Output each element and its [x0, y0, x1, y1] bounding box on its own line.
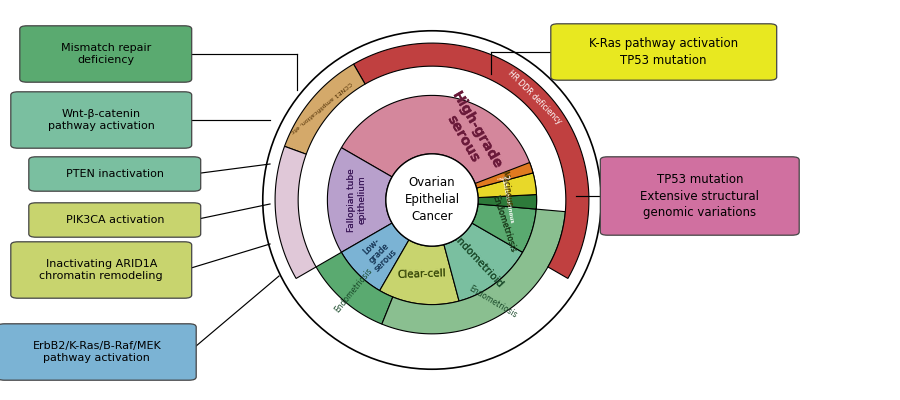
- Polygon shape: [472, 204, 536, 252]
- Polygon shape: [328, 148, 392, 252]
- Polygon shape: [382, 209, 565, 334]
- Text: Seromucinous: Seromucinous: [500, 179, 514, 224]
- FancyBboxPatch shape: [551, 24, 777, 80]
- Text: Ovarian
Epithelial
Cancer: Ovarian Epithelial Cancer: [404, 176, 460, 224]
- Text: Wnt-β-catenin
pathway activation: Wnt-β-catenin pathway activation: [48, 109, 155, 131]
- Text: Mismatch repair
deficiency: Mismatch repair deficiency: [60, 43, 151, 65]
- Text: Endometriosis: Endometriosis: [491, 194, 518, 253]
- Text: Clear-cell: Clear-cell: [397, 269, 446, 280]
- Text: Mucinous: Mucinous: [500, 170, 513, 207]
- Text: TP53 mutation
Extensive structural
genomic variations: TP53 mutation Extensive structural genom…: [640, 173, 760, 219]
- Text: Endometrioid: Endometrioid: [450, 231, 505, 289]
- Text: ErbB2/K-Ras/B-Raf/MEK
pathway activation: ErbB2/K-Ras/B-Raf/MEK pathway activation: [32, 341, 161, 363]
- Polygon shape: [477, 173, 536, 198]
- Polygon shape: [475, 162, 533, 188]
- Text: PTEN inactivation: PTEN inactivation: [66, 169, 164, 179]
- Polygon shape: [354, 43, 589, 278]
- Text: ?: ?: [499, 174, 509, 180]
- Text: Endometriosis: Endometriosis: [491, 194, 518, 253]
- FancyBboxPatch shape: [600, 157, 799, 235]
- Circle shape: [263, 31, 601, 369]
- Text: CCNE1 amplification, etc: CCNE1 amplification, etc: [289, 80, 352, 134]
- Polygon shape: [444, 223, 523, 301]
- Text: Endometriosis: Endometriosis: [468, 284, 519, 320]
- Text: ?: ?: [493, 175, 504, 182]
- Polygon shape: [478, 194, 536, 209]
- Text: Endometrioid: Endometrioid: [450, 231, 505, 289]
- Text: HR DDR deficiency: HR DDR deficiency: [506, 68, 563, 126]
- FancyBboxPatch shape: [11, 242, 192, 298]
- Text: PIK3CA activation: PIK3CA activation: [66, 215, 164, 225]
- Circle shape: [386, 154, 478, 246]
- Text: Low-
grade
serous: Low- grade serous: [358, 233, 399, 274]
- Polygon shape: [341, 223, 409, 290]
- Text: Clear-cell: Clear-cell: [397, 269, 446, 280]
- Polygon shape: [380, 240, 459, 305]
- FancyBboxPatch shape: [29, 157, 201, 191]
- Polygon shape: [284, 64, 365, 154]
- Polygon shape: [316, 252, 392, 324]
- FancyBboxPatch shape: [20, 26, 192, 82]
- FancyBboxPatch shape: [11, 92, 192, 148]
- Polygon shape: [275, 146, 316, 278]
- FancyBboxPatch shape: [29, 203, 201, 237]
- Text: Inactivating ARID1A
chromatin remodeling: Inactivating ARID1A chromatin remodeling: [40, 258, 163, 282]
- Text: High-grade
serous: High-grade serous: [435, 89, 505, 180]
- Text: Fallopian tube
epithelium: Fallopian tube epithelium: [346, 168, 366, 232]
- Polygon shape: [341, 95, 536, 252]
- Text: High-grade
serous: High-grade serous: [435, 89, 505, 180]
- Text: Low-
grade
serous: Low- grade serous: [358, 233, 399, 274]
- Text: K-Ras pathway activation
TP53 mutation: K-Ras pathway activation TP53 mutation: [590, 37, 738, 67]
- Text: Fallopian tube
epithelium: Fallopian tube epithelium: [346, 168, 366, 232]
- Text: Mucinous: Mucinous: [500, 170, 513, 207]
- Text: Seromucinous: Seromucinous: [500, 179, 514, 224]
- Text: Endometriosis: Endometriosis: [333, 266, 374, 314]
- FancyBboxPatch shape: [0, 324, 196, 380]
